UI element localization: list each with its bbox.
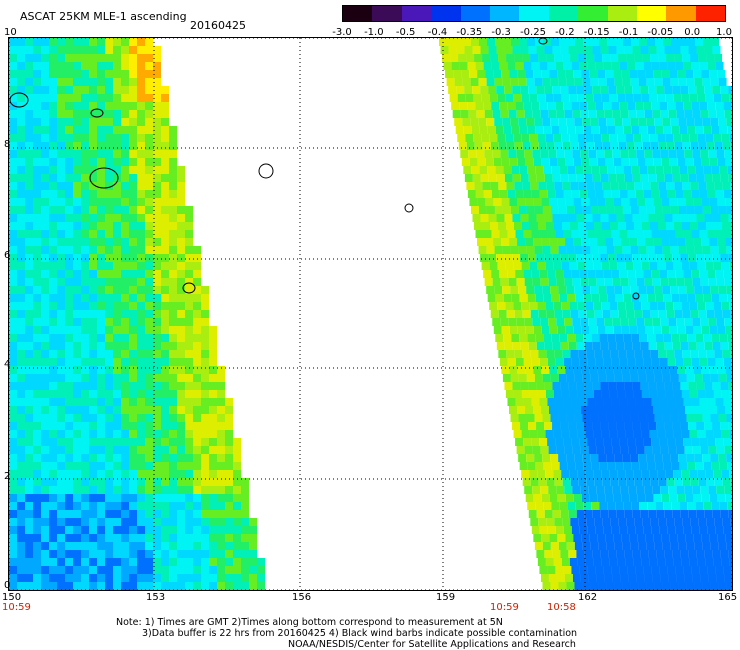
time-mid1: 10:59 [490, 602, 519, 613]
colorbar-swatch-2 [401, 6, 432, 21]
lon-label-150: 150 [2, 592, 22, 603]
colorbar-swatch-1 [372, 6, 402, 21]
colorbar-label-12: 1.0 [716, 27, 732, 38]
colorbar-label-0: -3.0 [332, 27, 352, 38]
colorbar-label-4: -0.35 [456, 27, 483, 38]
colorbar-swatch-9 [607, 6, 637, 21]
time-mid2: 10:58 [547, 602, 576, 613]
lat-label-2: 2 [4, 471, 11, 482]
colorbar-label-5: -0.3 [491, 27, 511, 38]
colorbar-label-2: -0.5 [395, 27, 416, 38]
colorbar-label-6: -0.25 [520, 27, 546, 38]
lat-label-10: 10 [4, 27, 17, 38]
colorbar-swatch-4 [460, 6, 490, 21]
colorbar-label-3: -0.4 [427, 27, 448, 38]
colorbar-swatch-8 [578, 6, 608, 21]
colorbar-swatch-10 [636, 6, 667, 21]
colorbar-swatch-0 [343, 6, 373, 21]
lat-label-8: 8 [4, 139, 11, 150]
colorbar [342, 5, 726, 22]
chart-title: ASCAT 25KM MLE-1 ascending [20, 10, 187, 23]
note-line-1: Note: 1) Times are GMT 2)Times along bot… [116, 617, 503, 628]
colorbar-label-8: -0.15 [583, 27, 610, 38]
colorbar-swatch-7 [548, 6, 579, 21]
colorbar-swatch-5 [489, 6, 520, 21]
lon-label-162: 162 [578, 592, 598, 603]
lat-label-0: 0 [4, 580, 11, 591]
note-line-2: 3)Data buffer is 22 hrs from 20160425 4)… [142, 628, 578, 639]
colorbar-label-10: -0.05 [647, 27, 674, 38]
time-left: 10:59 [2, 602, 31, 613]
map-plot-area [8, 37, 733, 591]
lon-label-159: 159 [436, 592, 456, 603]
lat-label-6: 6 [4, 250, 11, 261]
lon-label-156: 156 [292, 592, 312, 603]
colorbar-swatch-11 [666, 6, 696, 21]
colorbar-label-1: -1.0 [364, 27, 384, 38]
colorbar-label-7: -0.2 [555, 27, 575, 38]
lat-label-4: 4 [4, 359, 11, 370]
note-line-3: NOAA/NESDIS/Center for Satellite Applica… [288, 639, 576, 650]
colorbar-swatch-6 [519, 6, 549, 21]
colorbar-swatch-12 [695, 6, 726, 21]
wind-swath-svg [9, 38, 732, 590]
colorbar-label-11: 0.0 [684, 27, 701, 38]
lon-label-153: 153 [146, 592, 166, 603]
colorbar-label-9: -0.1 [618, 27, 639, 38]
lon-label-165: 165 [718, 592, 738, 603]
chart-date: 20160425 [190, 19, 246, 32]
colorbar-swatch-3 [431, 6, 461, 21]
